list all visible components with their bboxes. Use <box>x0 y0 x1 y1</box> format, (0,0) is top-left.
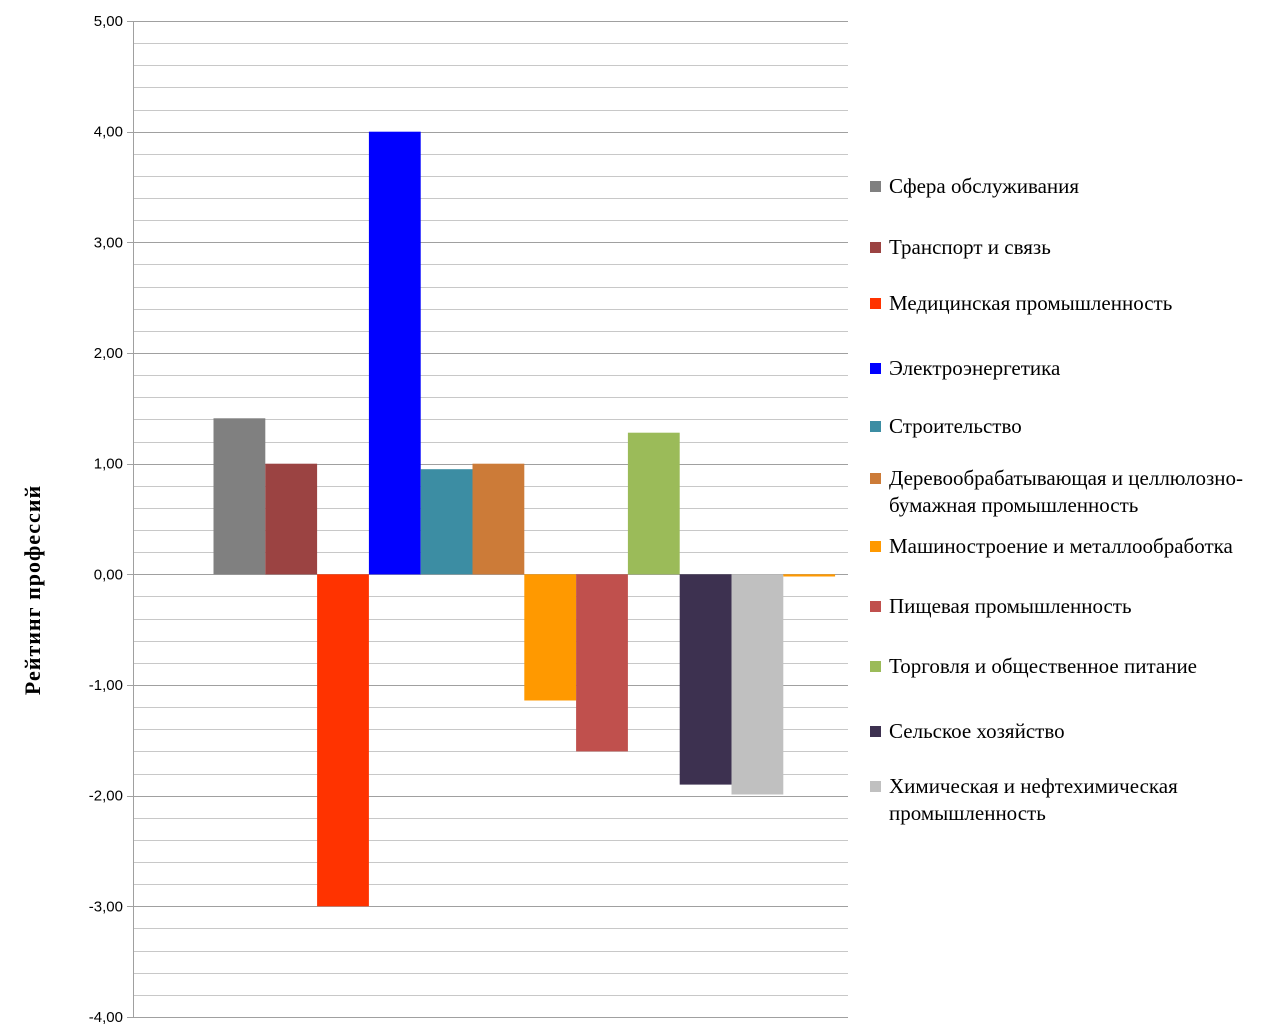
legend-label-line: Деревообрабатывающая и целлюлозно- <box>889 466 1243 490</box>
bars <box>213 131 836 907</box>
legend-label-line: Транспорт и связь <box>889 235 1051 259</box>
y-tick-labels: 5,00 4,00 3,00 2,00 1,00 0,00 -1,00 -2,00 -3,00 -… <box>89 13 123 1025</box>
legend-swatch <box>870 781 881 792</box>
y-tick-label: -2,00 <box>89 788 123 805</box>
legend-swatch <box>870 181 881 192</box>
legend-label-line: Машиностроение и металлообработка <box>889 534 1234 558</box>
bar <box>317 574 369 907</box>
legend-label-line: Сельское хозяйство <box>889 719 1065 743</box>
legend-label-line: Электроэнергетика <box>889 356 1061 380</box>
legend-label: Сельское хозяйство <box>889 719 1065 743</box>
legend-swatch <box>870 473 881 484</box>
bar <box>576 574 628 752</box>
bar <box>368 131 421 575</box>
y-tick-label: 3,00 <box>94 234 123 251</box>
y-tick-label: 4,00 <box>94 124 123 141</box>
legend-label: Торговля и общественное питание <box>889 654 1197 678</box>
y-tick-label: 2,00 <box>94 345 123 362</box>
legend-swatch <box>870 726 881 737</box>
legend: Сфера обслуживания Транспорт и связь Медиц… <box>870 174 1243 825</box>
legend-label-line: Пищевая промышленность <box>889 594 1132 618</box>
bar <box>731 574 784 795</box>
y-tick-label: 1,00 <box>94 456 123 473</box>
legend-label: Сфера обслуживания <box>889 174 1079 198</box>
y-tick-label: -1,00 <box>89 677 123 694</box>
legend-label-line: бумажная промышленность <box>889 493 1138 517</box>
legend-label: Деревообрабатывающая и целлюлозно-бумажн… <box>889 466 1243 517</box>
y-tick-label: -3,00 <box>89 898 123 915</box>
legend-swatch <box>870 298 881 309</box>
legend-label-line: Торговля и общественное питание <box>889 654 1197 678</box>
legend-swatch <box>870 363 881 374</box>
legend-label-line: Сфера обслуживания <box>889 174 1079 198</box>
legend-label: Транспорт и связь <box>889 235 1051 259</box>
legend-swatch <box>870 541 881 552</box>
legend-label: Электроэнергетика <box>889 356 1061 380</box>
bar <box>783 574 836 577</box>
legend-label-line: Химическая и нефтехимическая <box>889 774 1178 798</box>
legend-label: Машиностроение и металлообработка <box>889 534 1234 558</box>
legend-label-line: Строительство <box>889 414 1022 438</box>
bar <box>420 469 473 575</box>
legend-label: Медицинская промышленность <box>889 291 1172 315</box>
y-tick-label: -4,00 <box>89 1009 123 1025</box>
legend-swatch <box>870 601 881 612</box>
legend-swatch <box>870 421 881 432</box>
legend-label: Строительство <box>889 414 1022 438</box>
y-tick-label: 0,00 <box>94 566 123 583</box>
bar <box>265 463 318 575</box>
y-axis-label: Рейтинг профессий <box>20 485 45 695</box>
legend-label: Пищевая промышленность <box>889 594 1132 618</box>
bar <box>524 574 577 701</box>
bar <box>627 432 680 575</box>
y-axis <box>127 21 134 1018</box>
bar <box>472 463 525 575</box>
y-tick-label: 5,00 <box>94 13 123 30</box>
bar <box>679 574 732 785</box>
legend-label-line: промышленность <box>889 801 1046 825</box>
legend-swatch <box>870 242 881 253</box>
legend-label: Химическая и нефтехимическая промышленнос… <box>889 774 1178 825</box>
legend-label-line: Медицинская промышленность <box>889 291 1172 315</box>
legend-swatch <box>870 661 881 672</box>
bar <box>213 418 266 575</box>
